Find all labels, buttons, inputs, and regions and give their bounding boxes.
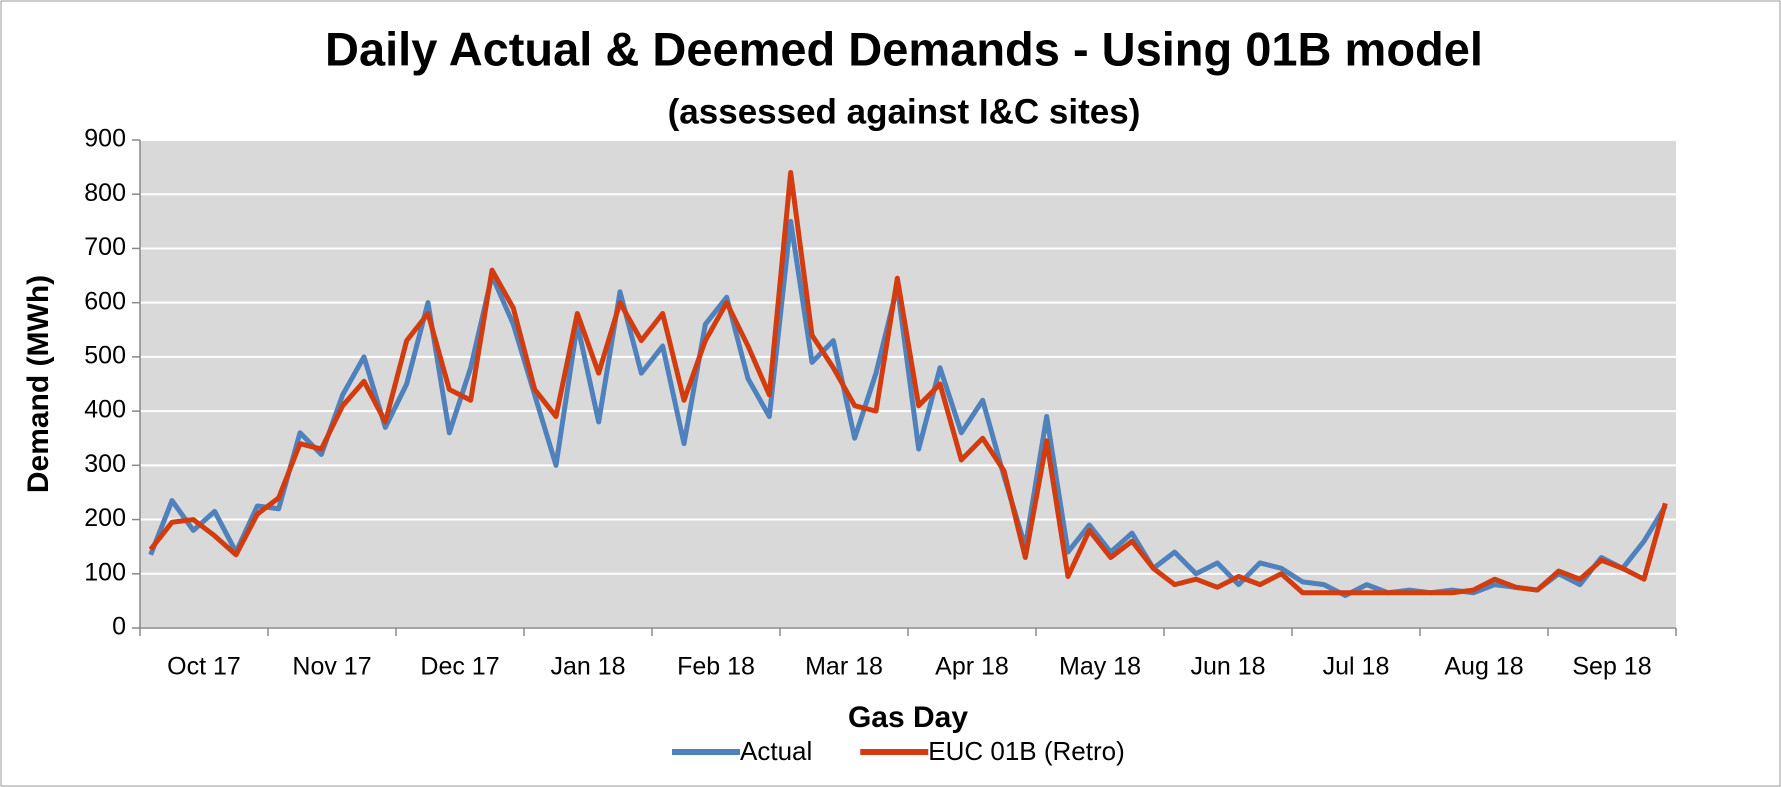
y-tick-label: 900 xyxy=(84,125,126,153)
x-tick-label: Aug 18 xyxy=(1444,653,1523,681)
x-tick-label: Jan 18 xyxy=(550,653,625,681)
y-tick-label: 200 xyxy=(84,504,126,532)
y-tick-label: 400 xyxy=(84,396,126,424)
legend-label: Actual xyxy=(740,736,812,766)
x-tick-label: Sep 18 xyxy=(1572,653,1651,681)
y-tick-label: 600 xyxy=(84,287,126,315)
x-tick-label: Mar 18 xyxy=(805,653,883,681)
y-tick-label: 700 xyxy=(84,233,126,261)
y-tick-label: 500 xyxy=(84,341,126,369)
y-tick-label: 300 xyxy=(84,450,126,478)
chart-subtitle: (assessed against I&C sites) xyxy=(668,92,1141,131)
x-axis-title: Gas Day xyxy=(848,701,968,734)
series-line xyxy=(148,170,1668,596)
x-tick-label: Oct 17 xyxy=(167,653,241,681)
y-tick-label: 100 xyxy=(84,558,126,586)
x-tick-label: Nov 17 xyxy=(292,653,371,681)
legend-label: EUC 01B (Retro) xyxy=(928,736,1125,766)
y-tick-label: 0 xyxy=(112,613,126,641)
x-tick-label: Jul 18 xyxy=(1323,653,1390,681)
chart-title: Daily Actual & Deemed Demands - Using 01… xyxy=(325,22,1483,75)
x-tick-label: Dec 17 xyxy=(420,653,499,681)
y-axis-title: Demand (MWh) xyxy=(22,275,55,493)
x-tick-label: May 18 xyxy=(1059,653,1141,681)
x-tick-label: Jun 18 xyxy=(1190,653,1265,681)
x-tick-label: Feb 18 xyxy=(677,653,755,681)
x-tick-label: Apr 18 xyxy=(935,653,1009,681)
y-tick-label: 800 xyxy=(84,179,126,207)
